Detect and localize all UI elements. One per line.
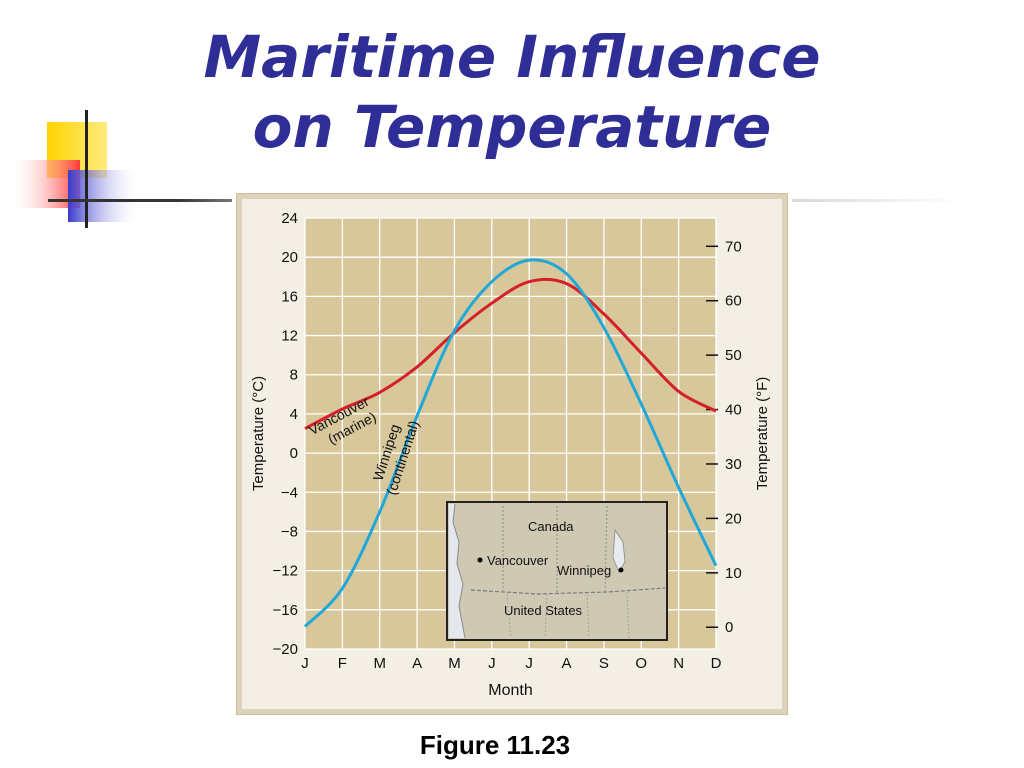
- y-tick-label: −20: [273, 641, 298, 658]
- series-line-vancouver: [304, 277, 717, 430]
- y-tick-label: −16: [273, 602, 298, 619]
- temperature-chart: 24 20 16 12 8 4 0 −4 −8 −12 −16 −20 70 60 50 40 30 20 10 0…: [235, 192, 789, 716]
- y2-axis-label: Temperature (°F): [754, 377, 771, 491]
- y-tick-label: 0: [290, 445, 298, 462]
- y-tick-label: 16: [281, 288, 298, 305]
- inset-map-province-lines: [502, 505, 608, 594]
- x-tick-label: D: [711, 655, 722, 672]
- y-tick-label: −8: [281, 523, 298, 540]
- y2-tick-label: 20: [725, 510, 742, 527]
- title-rule-right: [792, 199, 962, 202]
- y-tick-label: −4: [281, 484, 298, 501]
- x-tick-label: N: [673, 655, 684, 672]
- y2-tick-label: 40: [725, 402, 742, 419]
- inset-map-border: [470, 587, 666, 595]
- x-tick-label: F: [338, 655, 347, 672]
- x-tick-label: M: [448, 655, 461, 672]
- winnipeg-marker: [618, 567, 624, 573]
- x-tick-label: O: [635, 655, 647, 672]
- inset-place-winnipeg: Winnipeg: [557, 563, 611, 578]
- y2-tick-label: 70: [725, 238, 742, 255]
- inset-map-coast: [452, 503, 466, 639]
- slide-title-line-2: on Temperature: [252, 93, 772, 161]
- figure-caption: Figure 11.23: [419, 730, 571, 760]
- series-line-winnipeg: [303, 258, 718, 628]
- x-tick-label: J: [525, 655, 533, 672]
- y-tick-label: 8: [290, 367, 298, 384]
- x-tick-label: M: [373, 655, 386, 672]
- y-axis-label: Temperature (°C): [250, 376, 267, 491]
- inset-place-vancouver: Vancouver: [487, 553, 549, 568]
- y-tick-label: 4: [290, 406, 298, 423]
- inset-label-canada: Canada: [528, 519, 574, 534]
- title-rule-left: [48, 199, 232, 202]
- vancouver-marker: [477, 557, 483, 563]
- inset-map: Canada United States Vancouver Winnipeg: [446, 501, 668, 641]
- deco-blue-square: [68, 170, 138, 222]
- y-tick-label: −12: [273, 563, 298, 580]
- slide-title: Maritime Influence on Temperature: [0, 22, 1024, 162]
- y2-tick-label: 60: [725, 293, 742, 310]
- y2-tick-label: 30: [725, 456, 742, 473]
- inset-map-lake: [612, 528, 626, 573]
- y2-axis-ticks: 70 60 50 40 30 20 10 0: [706, 238, 742, 636]
- y-tick-label: 24: [281, 210, 298, 227]
- inset-map-ocean: [449, 504, 465, 638]
- x-tick-label: J: [488, 655, 496, 672]
- slide-title-line-1: Maritime Influence: [203, 23, 821, 91]
- y2-tick-label: 0: [725, 619, 733, 636]
- inset-label-us: United States: [504, 603, 583, 618]
- x-tick-label: A: [562, 655, 572, 672]
- x-tick-label: A: [412, 655, 422, 672]
- decorative-squares: [14, 110, 138, 228]
- y2-tick-label: 50: [725, 347, 742, 364]
- y2-tick-label: 10: [725, 565, 742, 582]
- y-axis-tick-labels: 24 20 16 12 8 4 0 −4 −8 −12 −16 −20: [273, 210, 298, 658]
- x-tick-label: S: [599, 655, 609, 672]
- deco-vertical-line: [85, 110, 88, 228]
- y-tick-label: 12: [281, 328, 298, 345]
- x-axis-label: Month: [488, 682, 532, 699]
- x-tick-label: J: [301, 655, 309, 672]
- y-tick-label: 20: [281, 249, 298, 266]
